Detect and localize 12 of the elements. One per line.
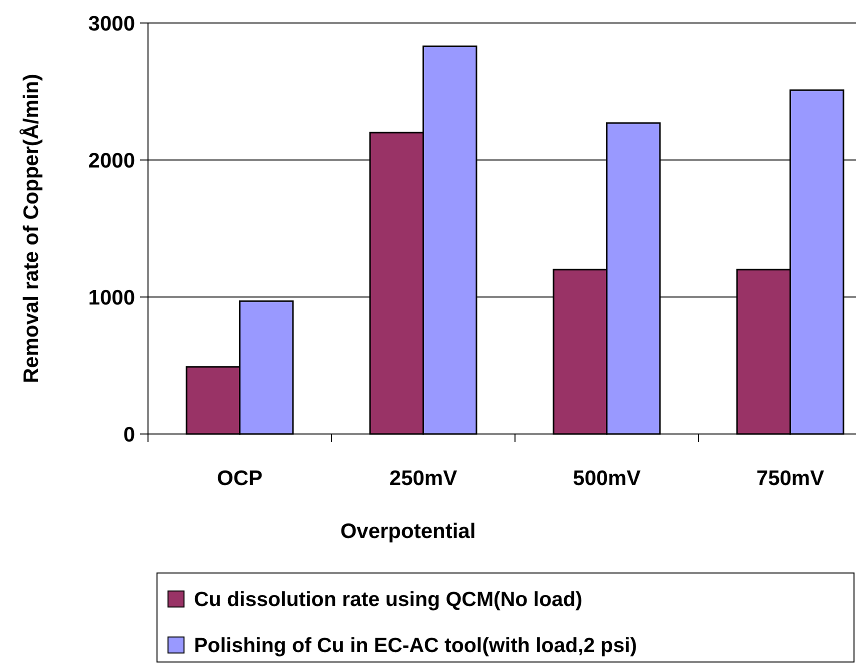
y-tick-label: 0: [123, 423, 135, 446]
y-tick-label: 1000: [88, 286, 135, 310]
legend-label: Polishing of Cu in EC-AC tool(with load,2 psi): [194, 634, 637, 658]
legend-label: Cu dissolution rate using QCM(No load): [194, 588, 582, 612]
y-tick-label: 2000: [88, 149, 135, 172]
x-tick-label: OCP: [216, 467, 263, 490]
x-axis-title: Overpotential: [340, 520, 476, 543]
x-tick-label: 750mV: [756, 467, 824, 490]
x-tick-label: 500mV: [572, 467, 641, 490]
x-tick-label: 250mV: [389, 467, 458, 490]
y-axis-title: Removal rate of Copper(Å/min): [19, 74, 43, 384]
y-tick-label: 3000: [88, 12, 135, 36]
